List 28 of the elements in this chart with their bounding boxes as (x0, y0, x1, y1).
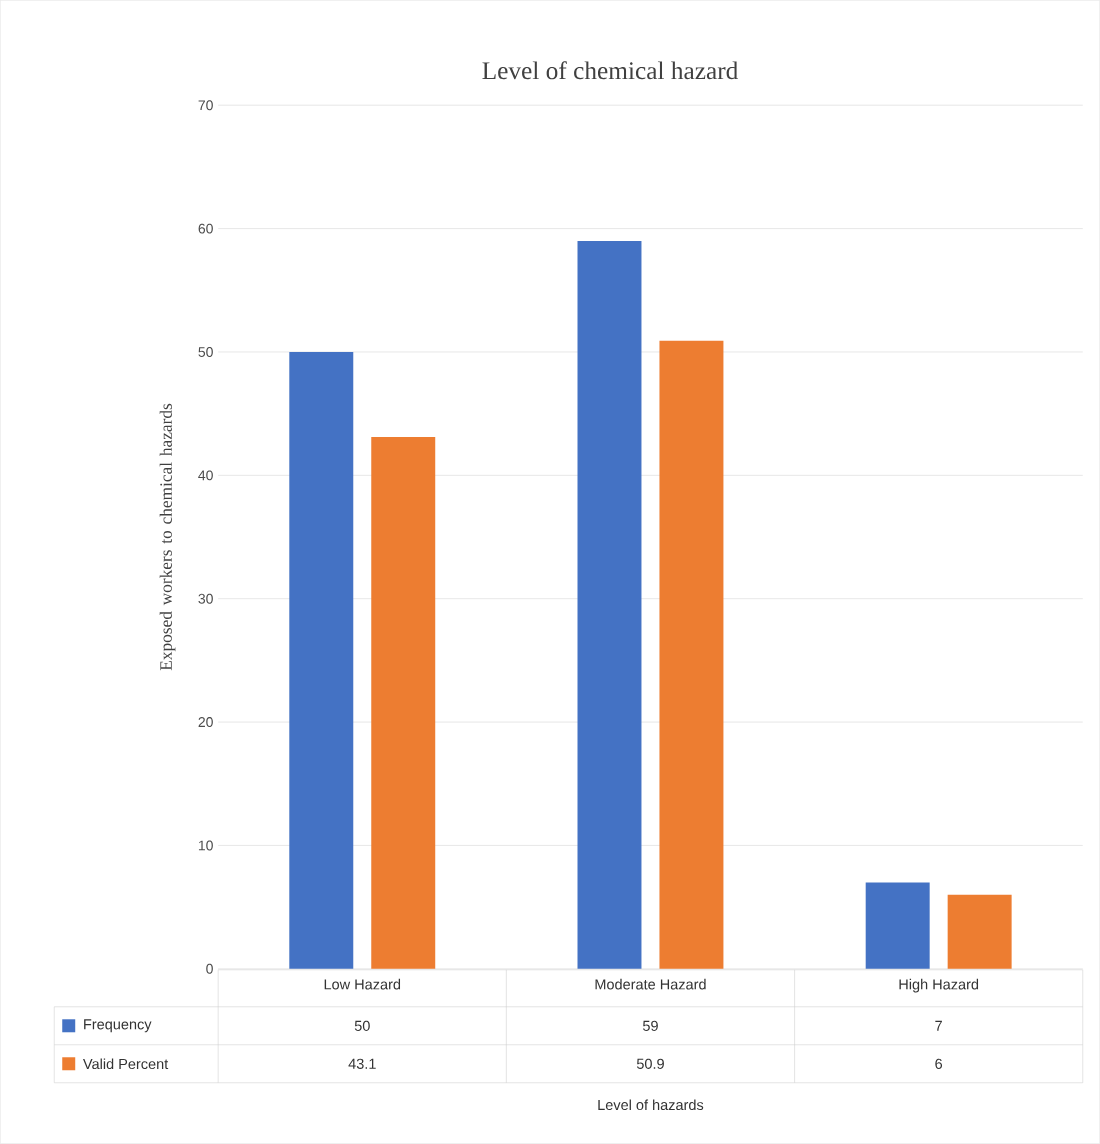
bar (577, 240, 642, 969)
y-tick-label: 0 (206, 963, 213, 974)
y-tick-label: 70 (198, 100, 213, 111)
x-tick-label: High Hazard (899, 978, 979, 993)
text: Level of hazards (598, 1099, 704, 1111)
y-tick-label: 50 (198, 347, 213, 357)
bar (371, 437, 436, 969)
legend-label: Valid Percent (83, 1058, 169, 1070)
data-label: 43.1 (348, 1058, 376, 1069)
legend-label: Frequency (84, 1019, 152, 1033)
y-tick-label: 40 (198, 470, 213, 481)
data-label: 7 (935, 1020, 942, 1031)
data-label: 50.9 (636, 1058, 664, 1069)
bar (659, 340, 724, 969)
bar (289, 351, 354, 969)
chart-title: Level of chemical hazard (482, 61, 739, 80)
data-label: 6 (935, 1058, 943, 1069)
y-tick-label: 60 (198, 223, 213, 234)
y-axis-title: Exposed workers to chemical hazards (159, 403, 176, 671)
x-tick-label: Low Hazard (324, 978, 401, 990)
bar (947, 894, 1012, 969)
y-tick-label: 20 (198, 717, 213, 728)
bar (865, 882, 930, 969)
data-label: 50 (354, 1020, 370, 1031)
y-tick-label: 10 (198, 840, 213, 851)
data-label: 59 (642, 1020, 658, 1031)
y-tick-label: 30 (198, 593, 213, 604)
x-tick-label: Moderate Hazard (595, 978, 706, 990)
